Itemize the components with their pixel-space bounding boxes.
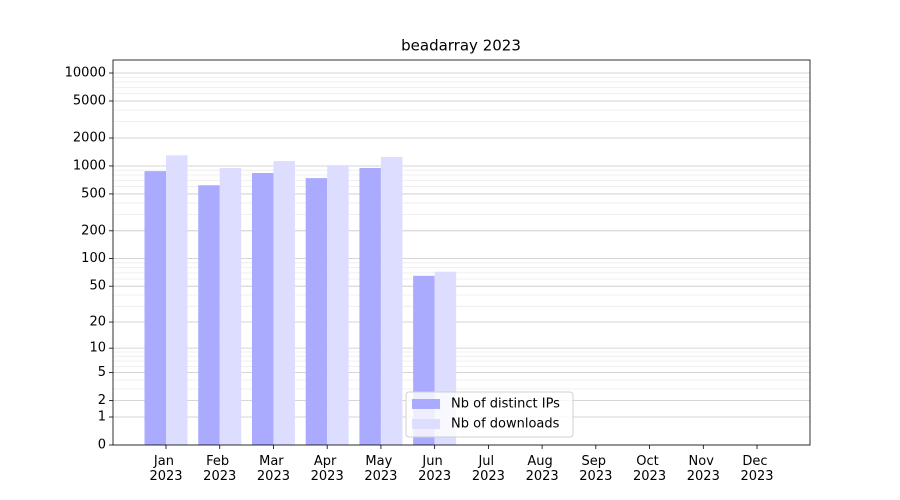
x-tick-label: Oct 2023 (633, 454, 666, 484)
bar (219, 168, 242, 446)
bar (380, 156, 403, 445)
y-tick-label: 50 (89, 279, 106, 294)
x-tick-label: Mar 2023 (257, 454, 290, 484)
chart-title: beadarray 2023 (401, 37, 521, 55)
legend-label: Nb of distinct IPs (451, 397, 560, 412)
x-tick-label: May 2023 (364, 454, 397, 484)
legend: Nb of distinct IPs Nb of downloads (405, 391, 574, 438)
legend-box (405, 391, 574, 438)
y-tick-label: 5000 (73, 93, 106, 108)
bar (359, 168, 381, 446)
x-tick-label: Dec 2023 (740, 454, 773, 484)
plot-frame (112, 59, 811, 446)
x-tick-label: Apr 2023 (311, 454, 344, 484)
y-tick-label: 10000 (65, 66, 106, 81)
bar (251, 173, 274, 445)
y-tick-label: 2 (98, 393, 106, 408)
x-tick-label: Jun 2023 (418, 454, 451, 484)
y-tick-label: 200 (81, 223, 106, 238)
y-tick-label: 10 (89, 341, 106, 356)
y-tick-label: 100 (81, 251, 106, 266)
bar (305, 178, 328, 446)
bar (327, 165, 349, 445)
x-tick-label: Feb 2023 (203, 454, 236, 484)
legend-swatch (412, 419, 440, 429)
bar (198, 185, 220, 445)
x-tick-label: Nov 2023 (687, 454, 720, 484)
y-tick-label: 0 (98, 438, 106, 453)
bar (273, 161, 295, 445)
bar (166, 155, 188, 446)
y-tick-label: 5 (98, 365, 106, 380)
legend-label: Nb of downloads (451, 417, 560, 432)
y-tick-label: 1 (98, 410, 106, 425)
x-tick-label: Jan 2023 (149, 454, 182, 484)
y-tick-label: 2000 (73, 130, 106, 145)
legend-swatch (412, 399, 440, 409)
bar (144, 171, 166, 445)
y-tick-label: 20 (89, 315, 106, 330)
x-tick-label: Sep 2023 (579, 454, 612, 484)
y-tick-label: 1000 (73, 158, 106, 173)
x-tick-label: Jul 2023 (472, 454, 505, 484)
y-tick-label: 500 (81, 186, 106, 201)
x-tick-label: Aug 2023 (526, 454, 559, 484)
